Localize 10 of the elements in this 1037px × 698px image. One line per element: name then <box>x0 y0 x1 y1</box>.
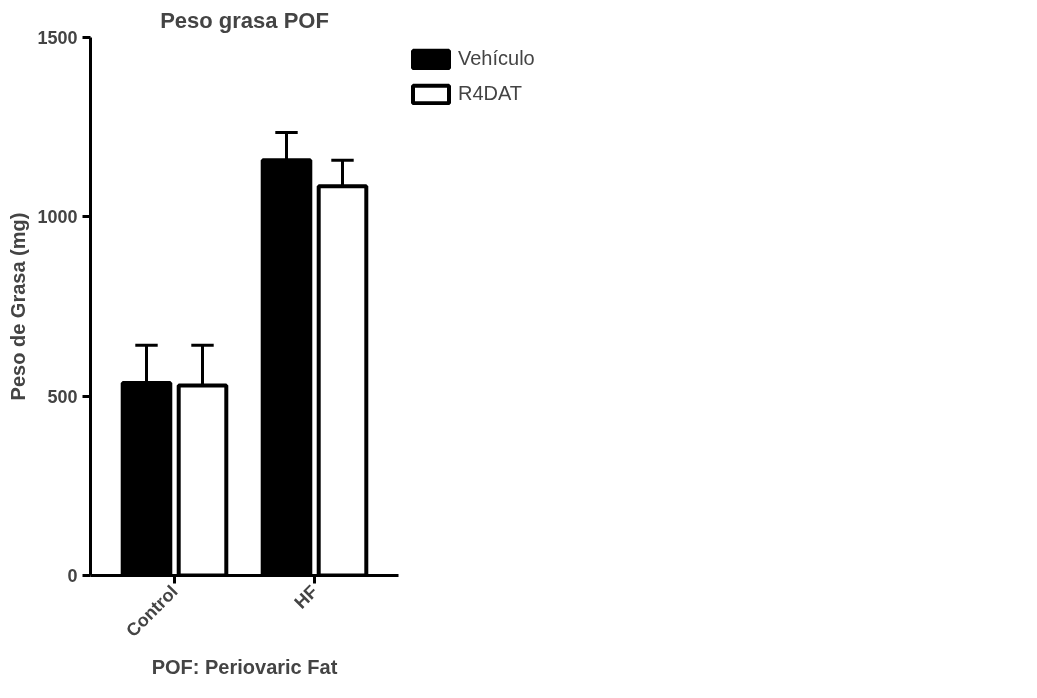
y-tick-label: 0 <box>67 566 78 586</box>
x-tick-label: HF <box>290 581 322 613</box>
chart-title: Peso grasa POF <box>160 7 329 33</box>
y-axis-title: Peso de Grasa (mg) <box>7 212 30 401</box>
y-tick-label: 1000 <box>37 207 78 228</box>
y-tick-label: 1500 <box>37 28 78 48</box>
legend-label: Vehículo <box>458 47 535 70</box>
legend-label: R4DAT <box>458 82 523 105</box>
x-axis-title: POF: Periovaric Fat <box>151 655 338 678</box>
y-tick-label: 500 <box>47 386 78 407</box>
